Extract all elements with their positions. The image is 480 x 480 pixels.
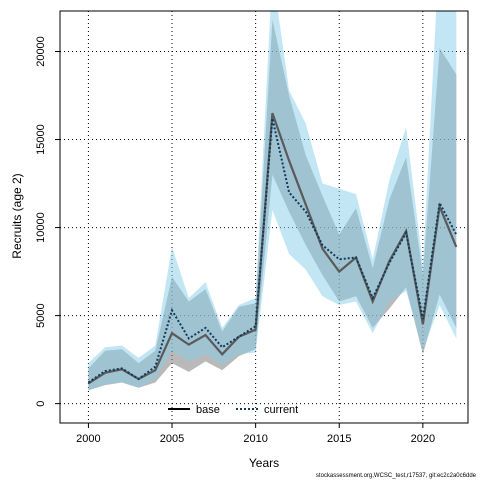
legend-label-base: base: [196, 404, 220, 416]
x-tick-label: 2000: [76, 433, 100, 445]
series-lines: [87, 112, 458, 385]
y-axis-label: Recruits (age 2): [10, 173, 24, 258]
y-tick-label: 0: [35, 401, 47, 407]
x-axis-label: Years: [249, 456, 279, 470]
x-tick-label: 2020: [411, 433, 435, 445]
y-tick-label: 20000: [35, 36, 47, 67]
x-tick-label: 2015: [327, 433, 351, 445]
y-tick-label: 15000: [35, 124, 47, 155]
footer-credit: stockassessment.org,WCSC_test,r17537, gi…: [316, 473, 477, 479]
confidence-bands: [88, 11, 457, 391]
y-tick-label: 10000: [35, 212, 47, 243]
x-tick-label: 2010: [243, 433, 267, 445]
x-axis: 2000 2005 2010 2015 2020: [76, 423, 435, 445]
x-tick-label: 2005: [160, 433, 184, 445]
current-confidence-band: [88, 11, 457, 391]
legend: base current: [168, 404, 298, 416]
plot-frame: [59, 10, 469, 424]
legend-label-current: current: [264, 404, 298, 416]
y-tick-label: 5000: [35, 303, 47, 327]
y-axis: 0 5000 10000 15000 20000: [35, 36, 60, 407]
